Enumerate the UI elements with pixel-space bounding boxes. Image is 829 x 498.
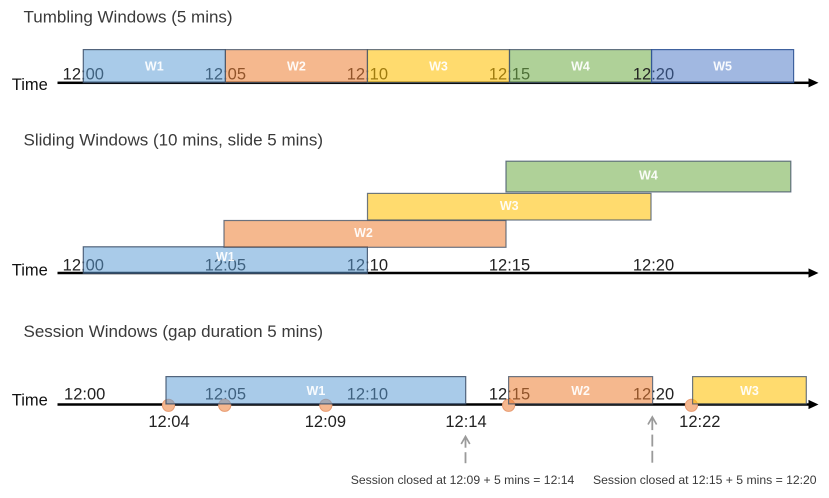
svg-text:12:14: 12:14 <box>445 413 486 431</box>
svg-text:W2: W2 <box>287 59 306 73</box>
svg-text:Time: Time <box>12 76 48 94</box>
svg-text:12:22: 12:22 <box>679 413 720 431</box>
svg-text:Sliding Windows (10 mins, slid: Sliding Windows (10 mins, slide 5 mins) <box>24 131 324 150</box>
svg-text:12:15: 12:15 <box>489 257 530 275</box>
svg-text:Session closed at 12:09 + 5 mi: Session closed at 12:09 + 5 mins = 12:14 <box>351 473 575 487</box>
svg-text:Session Windows (gap duration: Session Windows (gap duration 5 mins) <box>24 322 324 341</box>
svg-text:12:04: 12:04 <box>148 413 189 431</box>
svg-text:Time: Time <box>12 261 48 279</box>
svg-text:12:00: 12:00 <box>64 385 105 403</box>
svg-text:12:20: 12:20 <box>633 257 674 275</box>
svg-text:W3: W3 <box>740 384 759 398</box>
svg-text:Tumbling Windows (5 mins): Tumbling Windows (5 mins) <box>24 8 233 27</box>
svg-text:W2: W2 <box>571 384 590 398</box>
svg-text:Session closed at 12:15 + 5 mi: Session closed at 12:15 + 5 mins = 12:20 <box>593 473 817 487</box>
svg-text:W1: W1 <box>307 384 326 398</box>
svg-text:W1: W1 <box>145 59 164 73</box>
svg-text:W5: W5 <box>713 59 732 73</box>
svg-text:W1: W1 <box>216 250 235 264</box>
svg-text:W4: W4 <box>639 169 658 183</box>
svg-text:W3: W3 <box>429 59 448 73</box>
svg-text:W2: W2 <box>354 226 373 240</box>
svg-text:W3: W3 <box>500 199 519 213</box>
svg-text:12:09: 12:09 <box>305 413 346 431</box>
svg-text:W4: W4 <box>571 59 590 73</box>
svg-text:Time: Time <box>12 391 48 409</box>
